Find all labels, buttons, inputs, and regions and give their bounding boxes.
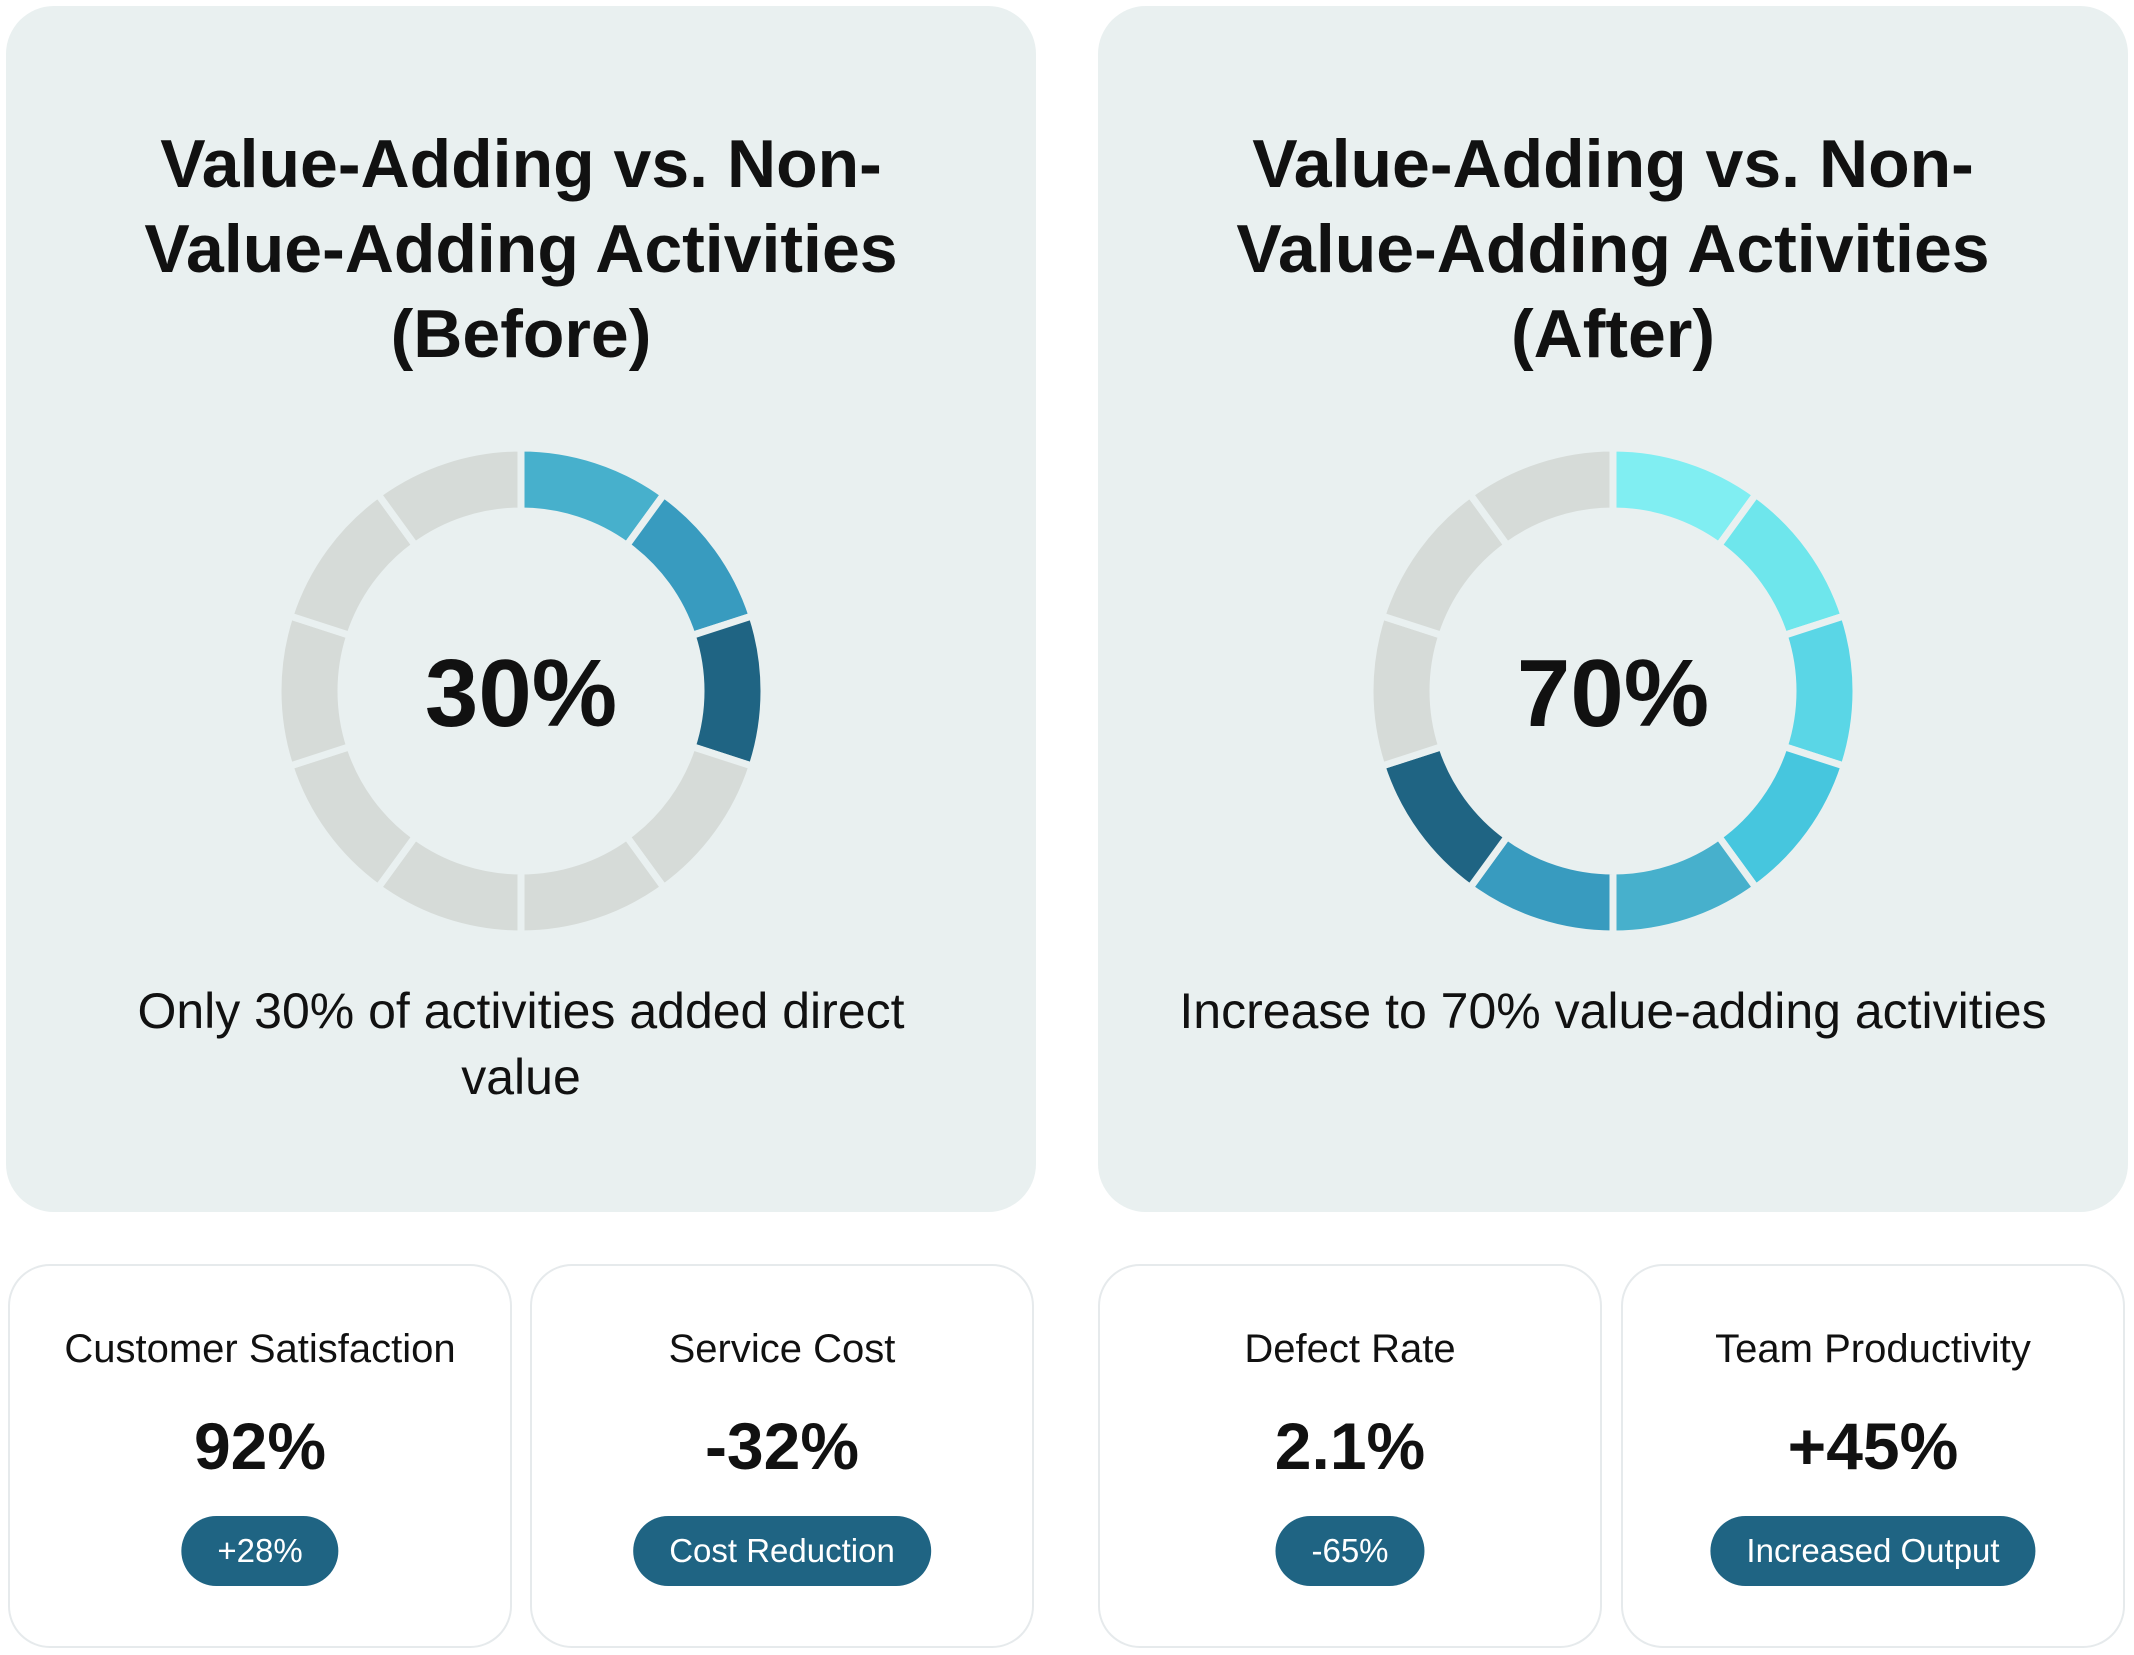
after-chart-title: Value-Adding vs. Non-Value-Adding Activi… xyxy=(1236,126,1990,372)
metric-value: 92% xyxy=(193,1409,327,1483)
metric-badge: -65% xyxy=(1275,1516,1425,1586)
after-donut-chart: 70% xyxy=(1368,446,1858,936)
metric-label: Service Cost xyxy=(668,1327,896,1371)
before-caption: Only 30% of activities added direct valu… xyxy=(137,983,905,1105)
after-donut-segment-2-value-adding xyxy=(1715,490,1848,639)
metric-label: Team Productivity xyxy=(1715,1327,2031,1371)
after-donut-segment-10-non-value-adding xyxy=(1466,446,1617,549)
before-center-label: 30% xyxy=(424,640,618,747)
metric-badge: Increased Output xyxy=(1710,1516,2036,1586)
metric-card-defect-rate: Defect Rate 2.1% -65% xyxy=(1098,1264,1602,1648)
before-panel: Value-Adding vs. Non-Value-Adding Activi… xyxy=(6,6,1036,1212)
metric-label: Customer Satisfaction xyxy=(64,1327,456,1371)
metric-value: -32% xyxy=(704,1409,860,1483)
before-donut-segment-10-non-value-adding xyxy=(374,446,525,549)
metric-card-service-cost: Service Cost -32% Cost Reduction xyxy=(530,1264,1034,1648)
before-donut-segment-2-value-adding xyxy=(623,490,756,639)
metric-value: +45% xyxy=(1787,1409,1959,1483)
metric-value: 2.1% xyxy=(1274,1409,1426,1483)
after-center-label: 70% xyxy=(1516,640,1710,747)
after-donut-svg xyxy=(1368,446,1858,936)
after-donut-segment-7-value-adding xyxy=(1378,743,1511,892)
metric-badge: Cost Reduction xyxy=(633,1516,931,1586)
metric-badge: +28% xyxy=(181,1516,339,1586)
metric-label: Defect Rate xyxy=(1244,1327,1456,1371)
metric-card-customer-satisfaction: Customer Satisfaction 92% +28% xyxy=(8,1264,512,1648)
metric-card-team-productivity: Team Productivity +45% Increased Output xyxy=(1621,1264,2125,1648)
after-caption: Increase to 70% value-adding activities xyxy=(1179,983,2047,1039)
before-donut-segment-7-non-value-adding xyxy=(286,743,419,892)
before-donut-chart: 30% xyxy=(276,446,766,936)
before-chart-title: Value-Adding vs. Non-Value-Adding Activi… xyxy=(144,126,898,372)
after-panel: Value-Adding vs. Non-Value-Adding Activi… xyxy=(1098,6,2128,1212)
before-donut-svg xyxy=(276,446,766,936)
